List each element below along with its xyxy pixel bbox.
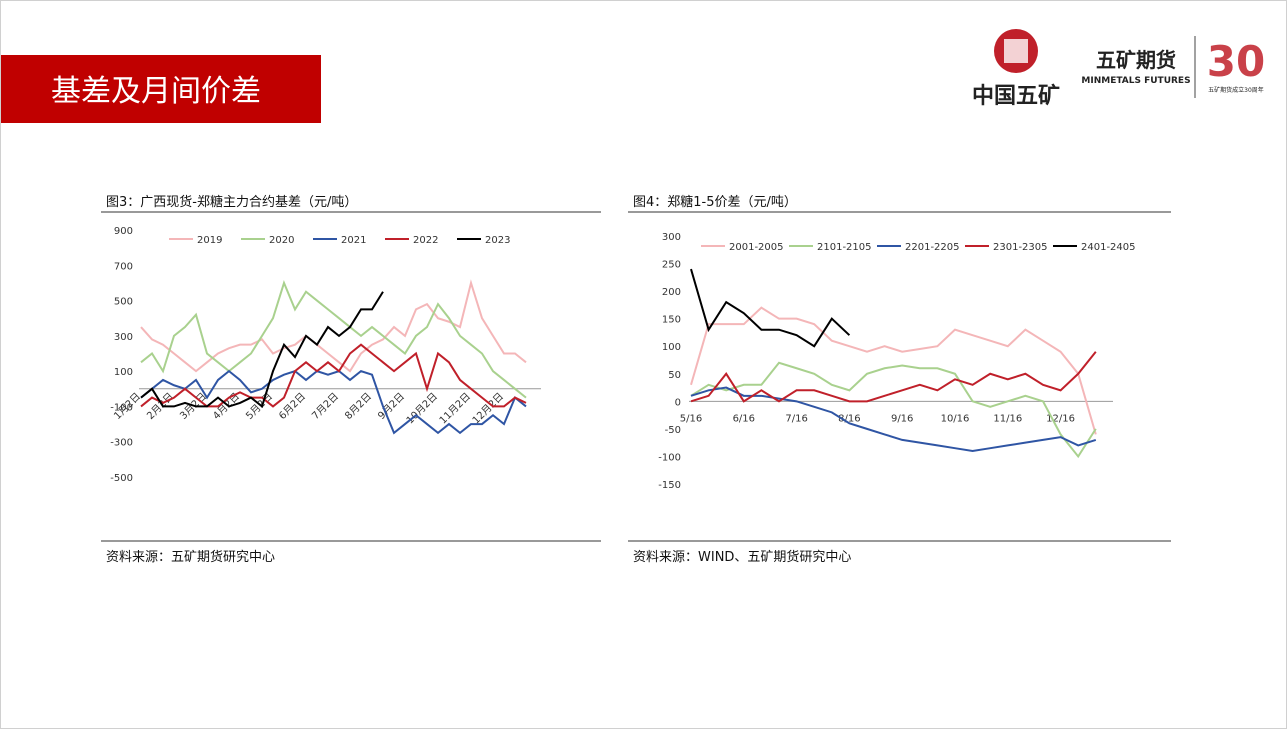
x-tick-label: 5/16 bbox=[680, 413, 702, 424]
brand-en: MINMETALS FUTURES bbox=[1081, 76, 1190, 86]
legend-label: 2301-2305 bbox=[993, 242, 1048, 253]
x-tick-label: 7月2日 bbox=[309, 390, 341, 422]
x-tick-label: 8/16 bbox=[838, 413, 860, 424]
brand-text: 五矿期货 bbox=[1096, 48, 1176, 72]
legend-label: 2401-2405 bbox=[1081, 242, 1136, 253]
x-tick-label: 11/16 bbox=[993, 413, 1022, 424]
y-tick-label: -100 bbox=[110, 402, 133, 413]
legend-label: 2201-2205 bbox=[905, 242, 960, 253]
y-tick-label: 200 bbox=[662, 287, 681, 298]
y-tick-label: 50 bbox=[668, 370, 681, 381]
series-line bbox=[690, 351, 1097, 403]
series-line bbox=[140, 279, 527, 373]
y-tick-label: -500 bbox=[110, 473, 133, 484]
source-note: 资料来源：五矿期货研究中心 bbox=[106, 549, 275, 565]
anniversary-text: 五矿期货成立30周年 bbox=[1208, 86, 1264, 94]
x-tick-label: 8月2日 bbox=[342, 390, 374, 422]
series-line bbox=[690, 386, 1097, 452]
legend-label: 2021 bbox=[341, 235, 366, 246]
series-line bbox=[140, 369, 527, 435]
y-tick-label: -50 bbox=[665, 425, 681, 436]
x-tick-label: 7/16 bbox=[785, 413, 807, 424]
legend-label: 2022 bbox=[413, 235, 438, 246]
x-tick-label: 9/16 bbox=[891, 413, 913, 424]
x-tick-label: 6/16 bbox=[733, 413, 755, 424]
y-tick-label: 500 bbox=[114, 297, 133, 308]
slide-title: 基差及月间价差 bbox=[51, 74, 261, 109]
anniversary-mark: 30 bbox=[1207, 37, 1265, 86]
y-tick-label: 250 bbox=[662, 260, 681, 271]
y-tick-label: 0 bbox=[675, 397, 681, 408]
series-line bbox=[140, 343, 527, 408]
y-tick-label: 100 bbox=[114, 367, 133, 378]
y-tick-label: 300 bbox=[662, 232, 681, 243]
legend-label: 2020 bbox=[269, 235, 294, 246]
logo-inner bbox=[1004, 39, 1028, 63]
series-line bbox=[140, 291, 384, 409]
y-tick-label: 300 bbox=[114, 332, 133, 343]
legend-label: 2101-2105 bbox=[817, 242, 872, 253]
x-tick-label: 6月2日 bbox=[276, 390, 308, 422]
series-line bbox=[690, 268, 851, 348]
x-tick-label: 5月2日 bbox=[243, 390, 275, 422]
legend-label: 2019 bbox=[197, 235, 222, 246]
logo-text: 中国五矿 bbox=[972, 83, 1060, 109]
title-bar bbox=[1, 55, 321, 123]
y-tick-label: 100 bbox=[662, 342, 681, 353]
x-tick-label: 11月2日 bbox=[437, 390, 473, 426]
legend-label: 2001-2005 bbox=[729, 242, 784, 253]
y-tick-label: 900 bbox=[114, 226, 133, 237]
legend-label: 2023 bbox=[485, 235, 510, 246]
series-line bbox=[140, 280, 527, 399]
chart-title: 图4：郑糖1-5价差（元/吨） bbox=[633, 194, 797, 210]
x-tick-label: 9月2日 bbox=[375, 390, 407, 422]
series-line bbox=[690, 306, 1097, 435]
x-tick-label: 12/16 bbox=[1046, 413, 1075, 424]
y-tick-label: -100 bbox=[658, 452, 681, 463]
y-tick-label: 150 bbox=[662, 315, 681, 326]
y-tick-label: -300 bbox=[110, 438, 133, 449]
y-tick-label: -150 bbox=[658, 480, 681, 491]
chart-title: 图3：广西现货-郑糖主力合约基差（元/吨） bbox=[106, 194, 357, 210]
source-note: 资料来源：WIND、五矿期货研究中心 bbox=[633, 549, 851, 565]
x-tick-label: 10/16 bbox=[941, 413, 970, 424]
y-tick-label: 700 bbox=[114, 261, 133, 272]
series-line bbox=[690, 361, 1097, 459]
